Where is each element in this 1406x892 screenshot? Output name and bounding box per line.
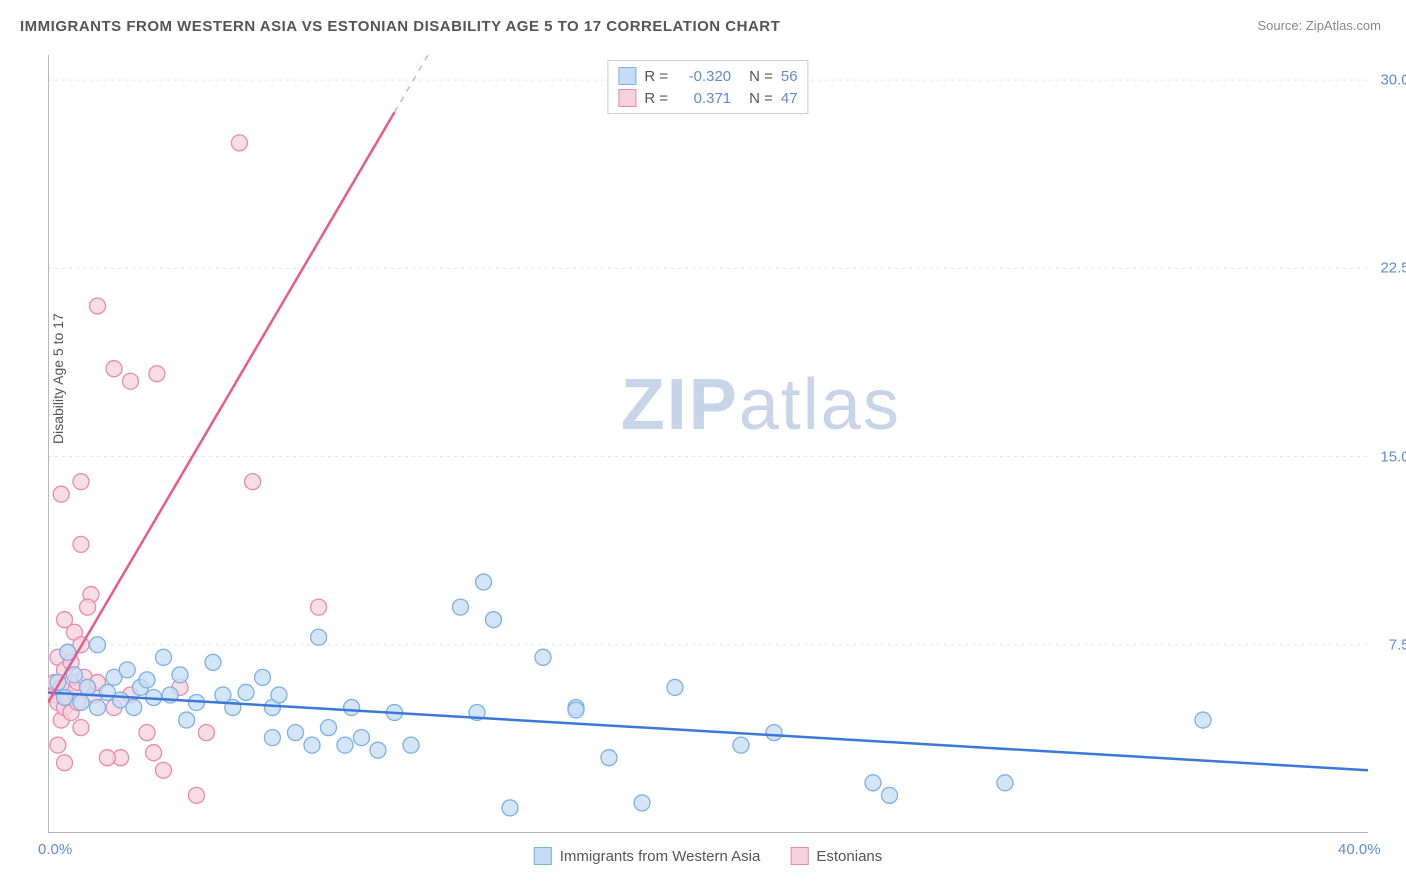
stats-legend: R = -0.320 N = 56 R = 0.371 N = 47: [607, 60, 808, 114]
source-label: Source:: [1257, 18, 1305, 33]
legend-label: Immigrants from Western Asia: [560, 848, 761, 865]
y-tick-label: 7.5%: [1389, 636, 1406, 653]
chart-area: Disability Age 5 to 17 ZIPatlas R =-0.32…: [48, 55, 1368, 833]
legend-item: Immigrants from Western Asia: [534, 847, 761, 865]
r-label: R =: [644, 90, 668, 107]
x-tick-label: 40.0%: [1338, 841, 1381, 858]
n-label: N =: [749, 90, 773, 107]
y-tick-label: 30.0%: [1380, 72, 1406, 89]
scatter-plot: [48, 55, 1368, 833]
r-label: R =: [644, 68, 668, 85]
r-value: 0.371: [676, 90, 731, 107]
legend-swatch: [790, 847, 808, 865]
n-value: 47: [781, 90, 798, 107]
chart-title: IMMIGRANTS FROM WESTERN ASIA VS ESTONIAN…: [20, 18, 780, 35]
n-value: 56: [781, 68, 798, 85]
legend-swatch: [534, 847, 552, 865]
stats-legend-row: R = -0.320 N = 56: [618, 65, 797, 87]
x-tick-label: 0.0%: [38, 841, 72, 858]
source-link[interactable]: ZipAtlas.com: [1306, 18, 1381, 33]
legend-swatch: [618, 89, 636, 107]
y-tick-label: 22.5%: [1380, 260, 1406, 277]
stats-legend-row: R = 0.371 N = 47: [618, 87, 797, 109]
source-attribution: Source: ZipAtlas.com: [1257, 18, 1381, 33]
legend-label: Estonians: [816, 848, 882, 865]
legend-item: Estonians: [790, 847, 882, 865]
r-value: -0.320: [676, 68, 731, 85]
n-label: N =: [749, 68, 773, 85]
series-legend: Immigrants from Western Asia Estonians: [534, 847, 883, 865]
y-tick-label: 15.0%: [1380, 448, 1406, 465]
legend-swatch: [618, 67, 636, 85]
